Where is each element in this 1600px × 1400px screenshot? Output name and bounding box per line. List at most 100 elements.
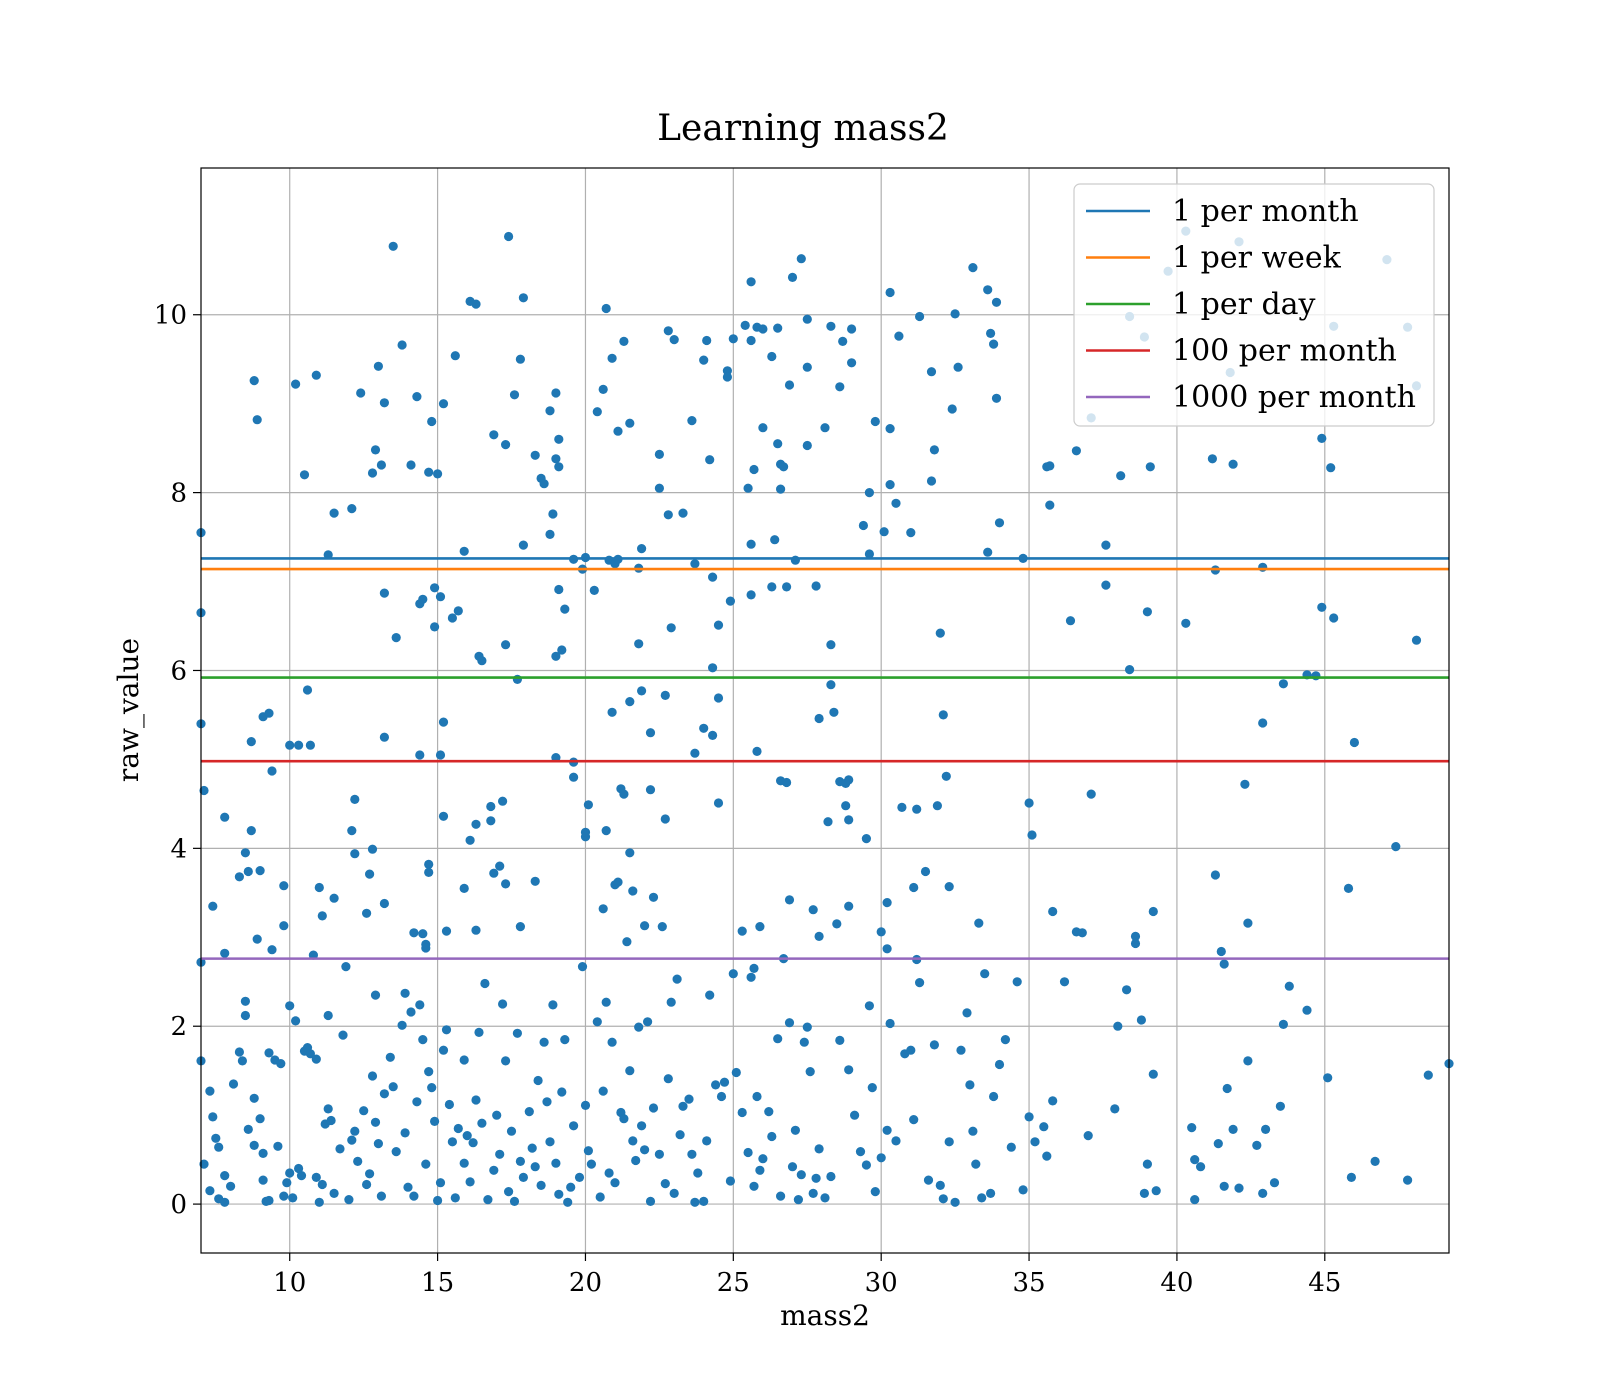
scatter-point	[1275, 1101, 1285, 1111]
scatter-point	[397, 340, 407, 350]
scatter-point	[539, 479, 549, 489]
scatter-point	[1216, 946, 1226, 957]
x-tick-label: 30	[865, 1268, 898, 1298]
y-tick-label: 6	[170, 656, 187, 686]
scatter-point	[645, 785, 656, 795]
scatter-point	[758, 1154, 768, 1164]
scatter-point	[441, 1025, 452, 1035]
scatter-point	[489, 1165, 499, 1175]
scatter-point	[267, 945, 277, 955]
scatter-point	[539, 1037, 549, 1047]
scatter-point	[486, 816, 496, 826]
x-axis-label: mass2	[780, 1299, 870, 1332]
scatter-point	[264, 1048, 274, 1058]
scatter-point	[243, 866, 253, 877]
scatter-point	[252, 415, 262, 425]
scatter-point	[628, 1136, 638, 1146]
scatter-point	[1101, 580, 1111, 590]
scatter-point	[465, 835, 475, 845]
scatter-point	[660, 690, 670, 701]
scatter-point	[258, 1175, 268, 1185]
scatter-point	[693, 1168, 703, 1178]
scatter-point	[844, 901, 854, 911]
y-tick-label: 0	[170, 1190, 187, 1220]
scatter-point	[370, 1117, 381, 1127]
scatter-point	[430, 583, 440, 593]
scatter-point	[971, 1159, 981, 1169]
x-tick-label: 35	[1013, 1268, 1046, 1298]
scatter-point	[746, 972, 756, 982]
scatter-point	[947, 404, 957, 414]
scatter-point	[1130, 938, 1141, 949]
scatter-point	[1116, 471, 1126, 481]
scatter-point	[835, 382, 845, 392]
scatter-point	[548, 1000, 558, 1010]
scatter-point	[867, 1083, 877, 1093]
scatter-point	[776, 484, 786, 494]
scatter-point	[1000, 1035, 1011, 1045]
x-tick-label: 20	[569, 1268, 602, 1298]
scatter-point	[814, 713, 824, 724]
scatter-point	[492, 1110, 502, 1120]
scatter-point	[542, 1097, 552, 1107]
scatter-point	[208, 901, 218, 911]
legend-label: 1 per day	[1172, 287, 1316, 322]
scatter-point	[444, 1099, 454, 1110]
scatter-points	[196, 226, 1454, 1207]
scatter-point	[844, 815, 854, 825]
scatter-point	[530, 1162, 540, 1172]
scatter-point	[648, 1103, 659, 1113]
scatter-point	[370, 445, 381, 455]
scatter-point	[850, 1110, 860, 1120]
scatter-point	[551, 1158, 561, 1168]
scatter-point	[713, 620, 724, 630]
scatter-point	[1234, 1183, 1244, 1193]
scatter-point	[515, 922, 526, 932]
scatter-point	[249, 376, 259, 386]
scatter-point	[1024, 798, 1034, 808]
y-tick-label: 8	[170, 479, 187, 509]
legend-label: 1 per week	[1172, 241, 1342, 276]
scatter-point	[291, 379, 301, 389]
scatter-point	[728, 334, 738, 344]
scatter-point	[909, 882, 919, 893]
scatter-point	[619, 336, 629, 346]
scatter-point	[719, 1077, 730, 1087]
scatter-point	[619, 1114, 629, 1124]
scatter-point	[504, 231, 514, 242]
scatter-point	[722, 372, 733, 382]
scatter-point	[906, 1045, 916, 1055]
scatter-point	[725, 596, 736, 606]
scatter-point	[1139, 1188, 1149, 1198]
scatter-point	[465, 1177, 475, 1187]
scatter-point	[628, 886, 638, 896]
scatter-point	[926, 367, 937, 377]
scatter-point	[755, 922, 765, 932]
scatter-point	[353, 1156, 363, 1166]
scatter-point	[418, 929, 428, 939]
scatter-point	[299, 470, 310, 480]
scatter-point	[406, 460, 416, 470]
scatter-point	[379, 898, 389, 909]
scatter-point	[950, 309, 960, 319]
scatter-point	[314, 1197, 324, 1207]
scatter-point	[350, 849, 360, 859]
scatter-point	[1148, 906, 1158, 917]
scatter-point	[631, 1155, 641, 1166]
scatter-point	[365, 1169, 375, 1179]
scatter-point	[291, 1016, 301, 1026]
scatter-point	[1219, 959, 1229, 969]
scatter-point	[699, 723, 709, 733]
scatter-point	[1219, 1181, 1229, 1191]
scatter-point	[563, 1197, 573, 1207]
scatter-point	[421, 943, 431, 953]
scatter-point	[506, 1126, 517, 1136]
scatter-point	[367, 844, 378, 854]
scatter-point	[220, 948, 230, 958]
scatter-point	[326, 1115, 336, 1126]
scatter-point	[400, 1128, 410, 1138]
scatter-point	[373, 361, 383, 371]
scatter-point	[557, 645, 567, 655]
scatter-point	[802, 1022, 812, 1032]
scatter-point	[983, 547, 993, 557]
